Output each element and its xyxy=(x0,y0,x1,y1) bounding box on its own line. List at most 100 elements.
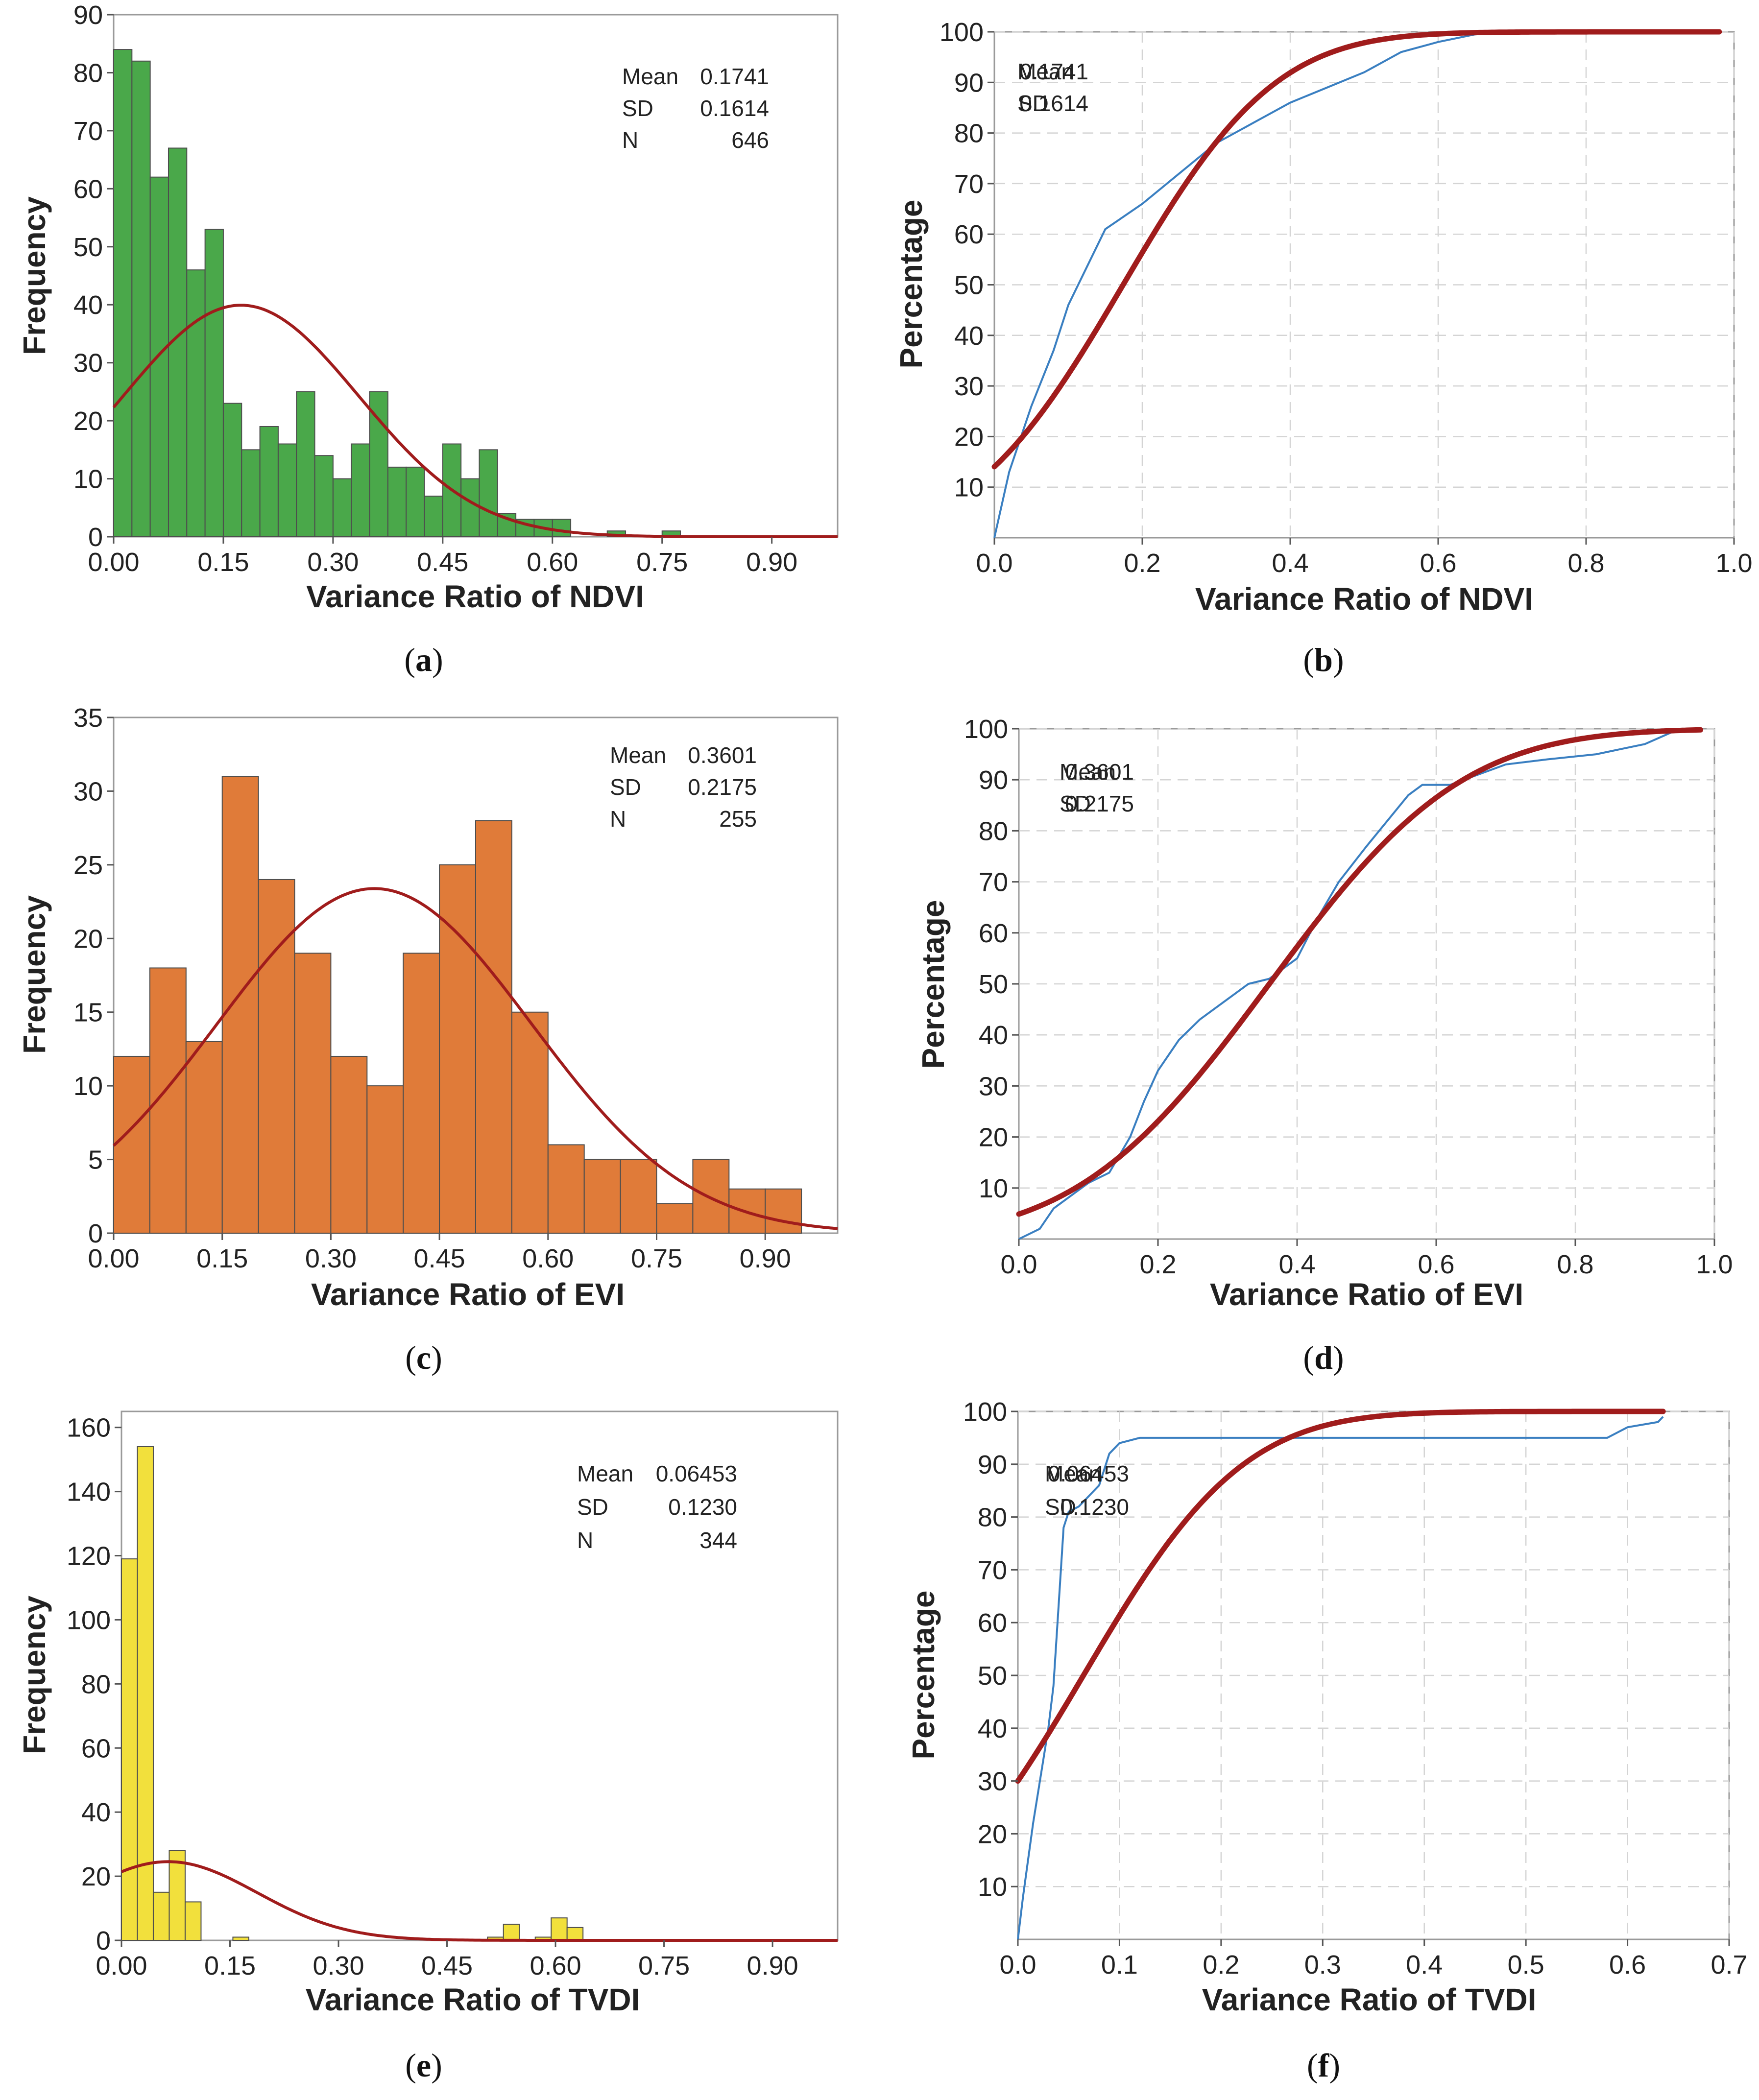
y-tick-label: 60 xyxy=(954,220,984,249)
y-tick-label: 80 xyxy=(73,58,103,88)
histogram-bar xyxy=(169,1850,186,1941)
y-tick-label: 10 xyxy=(954,473,984,502)
stat-label: SD xyxy=(610,774,641,800)
x-tick-label: 0.00 xyxy=(88,548,139,577)
y-tick-label: 30 xyxy=(73,349,103,378)
y-tick-label: 30 xyxy=(979,1072,1008,1101)
caption-letter: b xyxy=(1314,641,1333,678)
histogram-bar xyxy=(137,1446,154,1941)
y-tick-label: 160 xyxy=(67,1413,111,1443)
x-tick-label: 0.2 xyxy=(1139,1250,1176,1279)
stat-label: Mean xyxy=(622,64,678,89)
y-tick-label: 0 xyxy=(88,523,103,552)
caption-letter: c xyxy=(416,1339,431,1376)
y-tick-label: 5 xyxy=(88,1145,103,1175)
y-tick-label: 0 xyxy=(96,1926,111,1956)
x-tick-label: 1.0 xyxy=(1715,549,1752,578)
y-tick-label: 50 xyxy=(73,233,103,262)
x-tick-label: 0.0 xyxy=(1000,1250,1037,1279)
y-tick-label: 60 xyxy=(979,919,1008,948)
x-tick-label: 0.75 xyxy=(638,1951,690,1981)
stat-label: SD xyxy=(1017,91,1049,116)
x-tick-label: 0.5 xyxy=(1508,1950,1544,1980)
stat-label: Mean xyxy=(610,742,666,768)
y-tick-label: 40 xyxy=(978,1714,1007,1743)
y-tick-label: 35 xyxy=(73,703,103,733)
y-tick-label: 30 xyxy=(954,372,984,401)
x-tick-label: 0.30 xyxy=(313,1951,364,1981)
plot-frame xyxy=(120,1410,839,1941)
x-tick-label: 0.1 xyxy=(1101,1950,1138,1980)
y-tick-label: 15 xyxy=(73,998,103,1027)
histogram-bar xyxy=(259,426,279,538)
y-tick-label: 50 xyxy=(979,970,1008,999)
x-axis-label: Variance Ratio of TVDI xyxy=(1202,1982,1537,2017)
histogram-bar xyxy=(131,60,151,537)
histogram-bar xyxy=(241,449,261,537)
y-tick-label: 80 xyxy=(954,119,984,148)
stat-value: 0.1230 xyxy=(668,1494,737,1520)
histogram-bar xyxy=(296,391,315,538)
y-tick-label: 70 xyxy=(979,868,1008,897)
stat-value: 0.1614 xyxy=(700,95,769,121)
x-tick-label: 0.15 xyxy=(197,548,249,577)
caption-open: ( xyxy=(405,1339,416,1376)
histogram-bar xyxy=(479,449,498,537)
caption-close: ) xyxy=(1333,641,1344,678)
histogram-bar xyxy=(221,776,259,1234)
normal-cdf-fit-line xyxy=(991,29,1722,470)
histogram-bar xyxy=(551,1917,568,1941)
x-tick-label: 0.45 xyxy=(414,1244,465,1273)
histogram-bar xyxy=(424,496,443,537)
stat-label: N xyxy=(577,1527,593,1553)
normal-cdf-fit-line xyxy=(1016,727,1704,1217)
panel-caption: (b) xyxy=(1303,641,1344,678)
stats-box: Mean 0.06453 SD 0.1230 N 344 xyxy=(577,1461,737,1553)
histogram-bar xyxy=(369,391,388,538)
caption-close: ) xyxy=(431,1339,442,1376)
histogram-bar xyxy=(277,443,297,537)
stat-value: 646 xyxy=(731,127,769,153)
y-tick-label: 80 xyxy=(978,1503,1007,1532)
histogram-bar xyxy=(222,403,242,537)
y-tick-label: 60 xyxy=(73,174,103,204)
stats-box: Mean 0.1741 SD 0.1614 N 646 xyxy=(622,64,769,153)
chart-f: 0.0 0.1 0.2 0.3 0.4 0.5 0.6 0.7 10 20 30 40 50 60 70 80… xyxy=(906,1397,1748,2084)
histogram-bar xyxy=(258,879,295,1234)
histogram-bar xyxy=(656,1203,694,1234)
x-tick-label: 0.0 xyxy=(999,1950,1036,1980)
panel-caption: (a) xyxy=(404,641,443,678)
y-tick-label: 70 xyxy=(954,169,984,199)
x-tick-label: 0.45 xyxy=(421,1951,473,1981)
x-tick-label: 0.3 xyxy=(1304,1950,1341,1980)
chart-d: 0.0 0.2 0.4 0.6 0.8 1.0 10 20 30 40 50 60 70 80 90 100 V… xyxy=(916,715,1733,1376)
x-tick-label: 1.0 xyxy=(1696,1250,1733,1279)
caption-open: ( xyxy=(1303,1339,1314,1376)
caption-close: ) xyxy=(431,2047,442,2084)
x-tick-label: 0.15 xyxy=(196,1244,248,1273)
y-axis-label: Frequency xyxy=(17,895,52,1054)
stat-label: SD xyxy=(1045,1494,1076,1520)
normal-fit-curve xyxy=(112,887,838,1230)
x-tick-label: 0.45 xyxy=(417,548,468,577)
histogram-bar xyxy=(583,1159,621,1234)
caption-letter: e xyxy=(416,2047,431,2084)
normal-cdf-fit-line xyxy=(1015,1408,1666,1784)
x-tick-label: 0.60 xyxy=(530,1951,581,1981)
x-tick-label: 0.8 xyxy=(1557,1250,1593,1279)
histogram-bar xyxy=(366,1085,404,1234)
histogram-bar xyxy=(547,1144,585,1234)
x-tick-label: 0.30 xyxy=(307,548,359,577)
x-tick-label: 0.2 xyxy=(1203,1950,1239,1980)
normal-fit-curve xyxy=(120,1860,838,1942)
x-tick-label: 0.7 xyxy=(1711,1950,1747,1980)
empirical-cdf-line xyxy=(1018,728,1701,1240)
stat-value: 0.3601 xyxy=(1065,759,1134,785)
caption-letter: a xyxy=(415,641,432,678)
x-tick-label: 0.75 xyxy=(636,548,688,577)
histogram-bar xyxy=(620,1159,657,1234)
stat-label: SD xyxy=(622,95,653,121)
histogram-bar xyxy=(460,478,480,537)
